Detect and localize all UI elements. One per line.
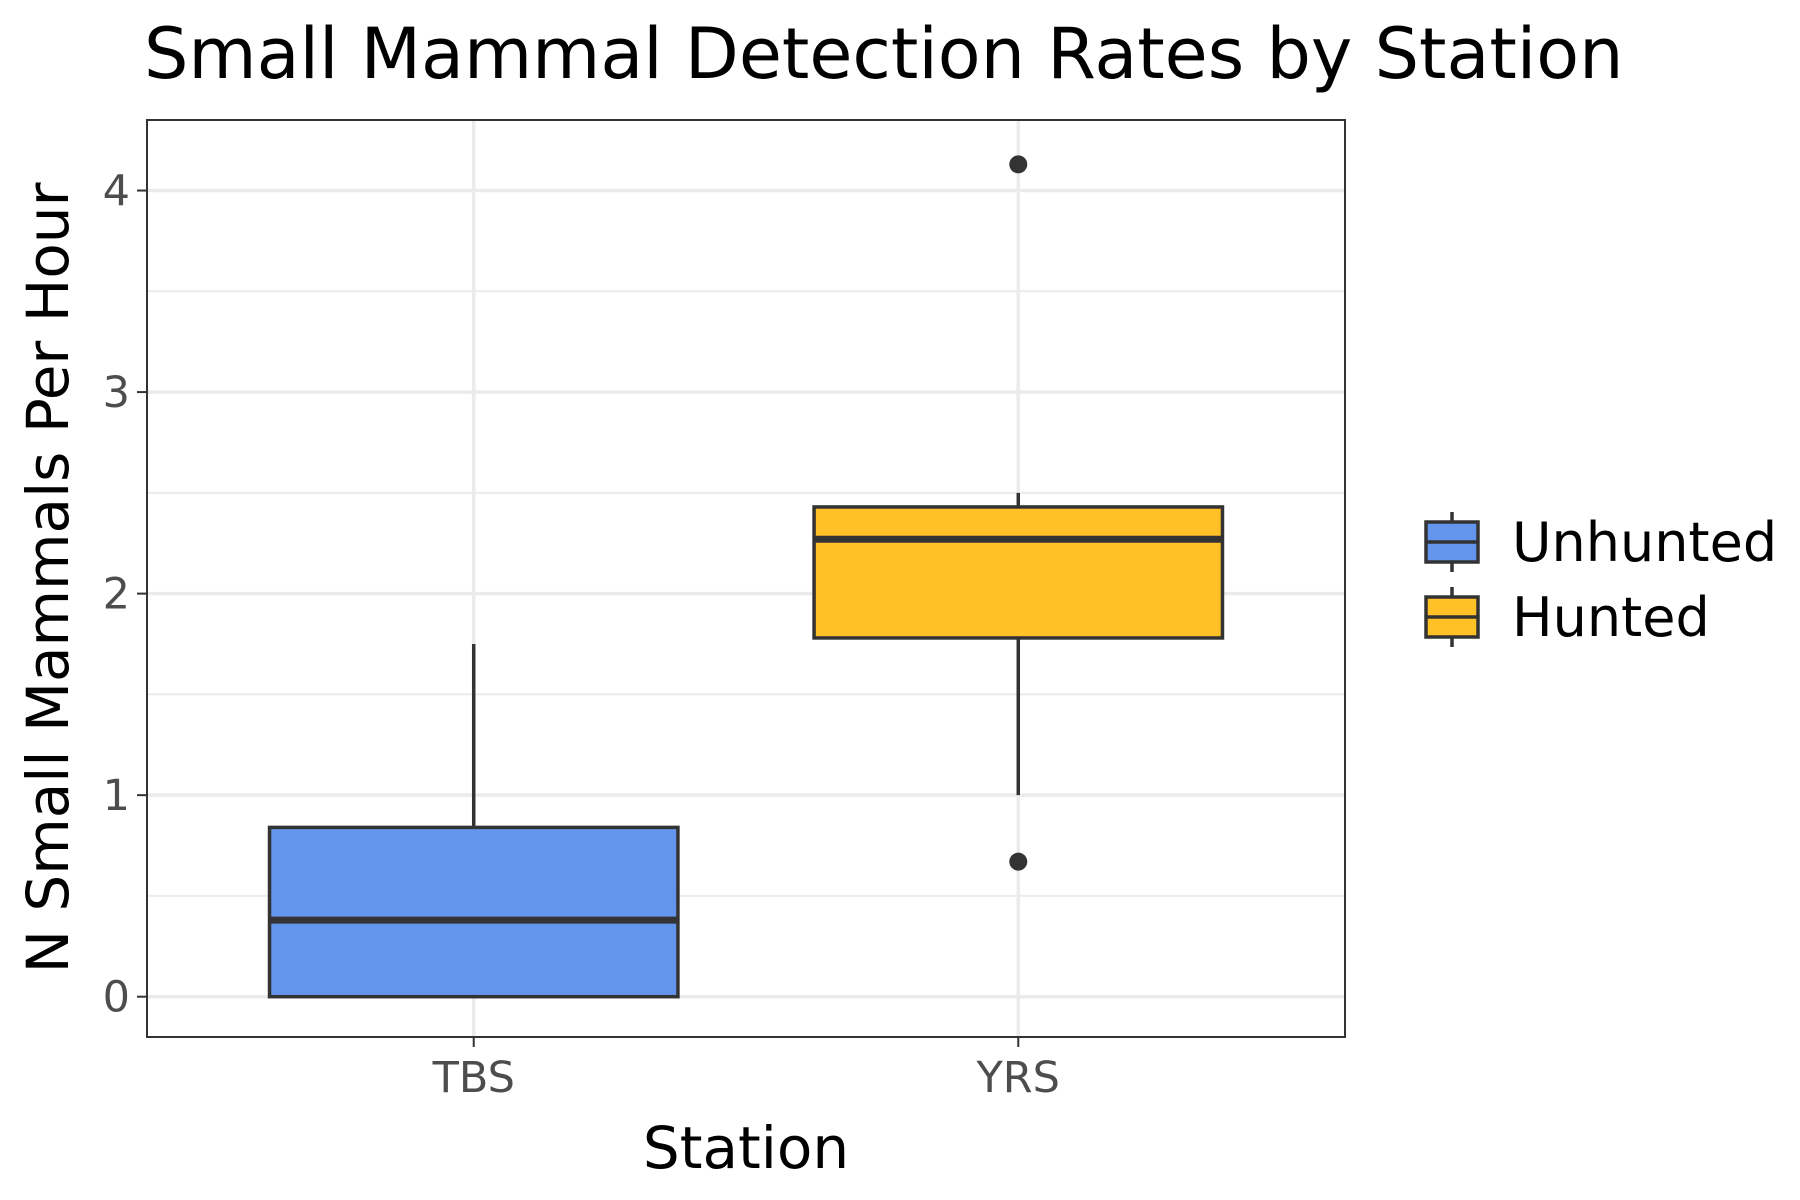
outlier-point xyxy=(1009,155,1028,174)
x-tick-label: YRS xyxy=(976,1053,1060,1103)
chart-title: Small Mammal Detection Rates by Station xyxy=(144,13,1623,95)
y-tick-label: 2 xyxy=(103,570,130,620)
legend-label: Unhunted xyxy=(1512,511,1777,574)
legend: Unhunted Hunted xyxy=(1424,511,1777,649)
outlier-point xyxy=(1009,852,1028,871)
x-tick-label: TBS xyxy=(432,1053,515,1103)
plot-border xyxy=(146,119,1346,1038)
y-tick-label: 1 xyxy=(103,771,130,821)
axes: 0 1 2 3 4 TBS YRS xyxy=(103,167,1060,1103)
box-body xyxy=(812,505,1225,640)
box-tbs xyxy=(267,644,680,999)
box-body xyxy=(267,825,680,999)
y-tick-label: 0 xyxy=(103,973,130,1023)
x-axis-title: Station xyxy=(643,1114,849,1182)
boxes xyxy=(267,155,1225,999)
box-yrs xyxy=(812,155,1225,871)
y-tick-label: 4 xyxy=(103,167,130,217)
legend-item-hunted: Hunted xyxy=(1424,586,1710,649)
legend-item-unhunted: Unhunted xyxy=(1424,511,1777,574)
y-tick-label: 3 xyxy=(103,368,130,418)
y-axis-title: N Small Mammals Per Hour xyxy=(14,182,82,973)
legend-label: Hunted xyxy=(1512,586,1710,649)
